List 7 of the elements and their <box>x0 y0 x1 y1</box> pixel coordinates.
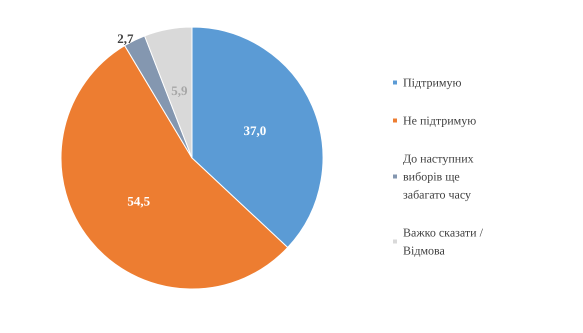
data-label: 2,7 <box>117 31 134 46</box>
data-label: 37,0 <box>243 123 266 138</box>
legend-label: До наступних виборів ще забагато часу <box>403 152 477 202</box>
legend-label: Не підтримую <box>403 114 476 128</box>
legend-label: Підтримую <box>403 76 462 90</box>
data-label: 54,5 <box>127 194 151 209</box>
legend-label: Важко сказати / Відмова <box>403 226 486 258</box>
